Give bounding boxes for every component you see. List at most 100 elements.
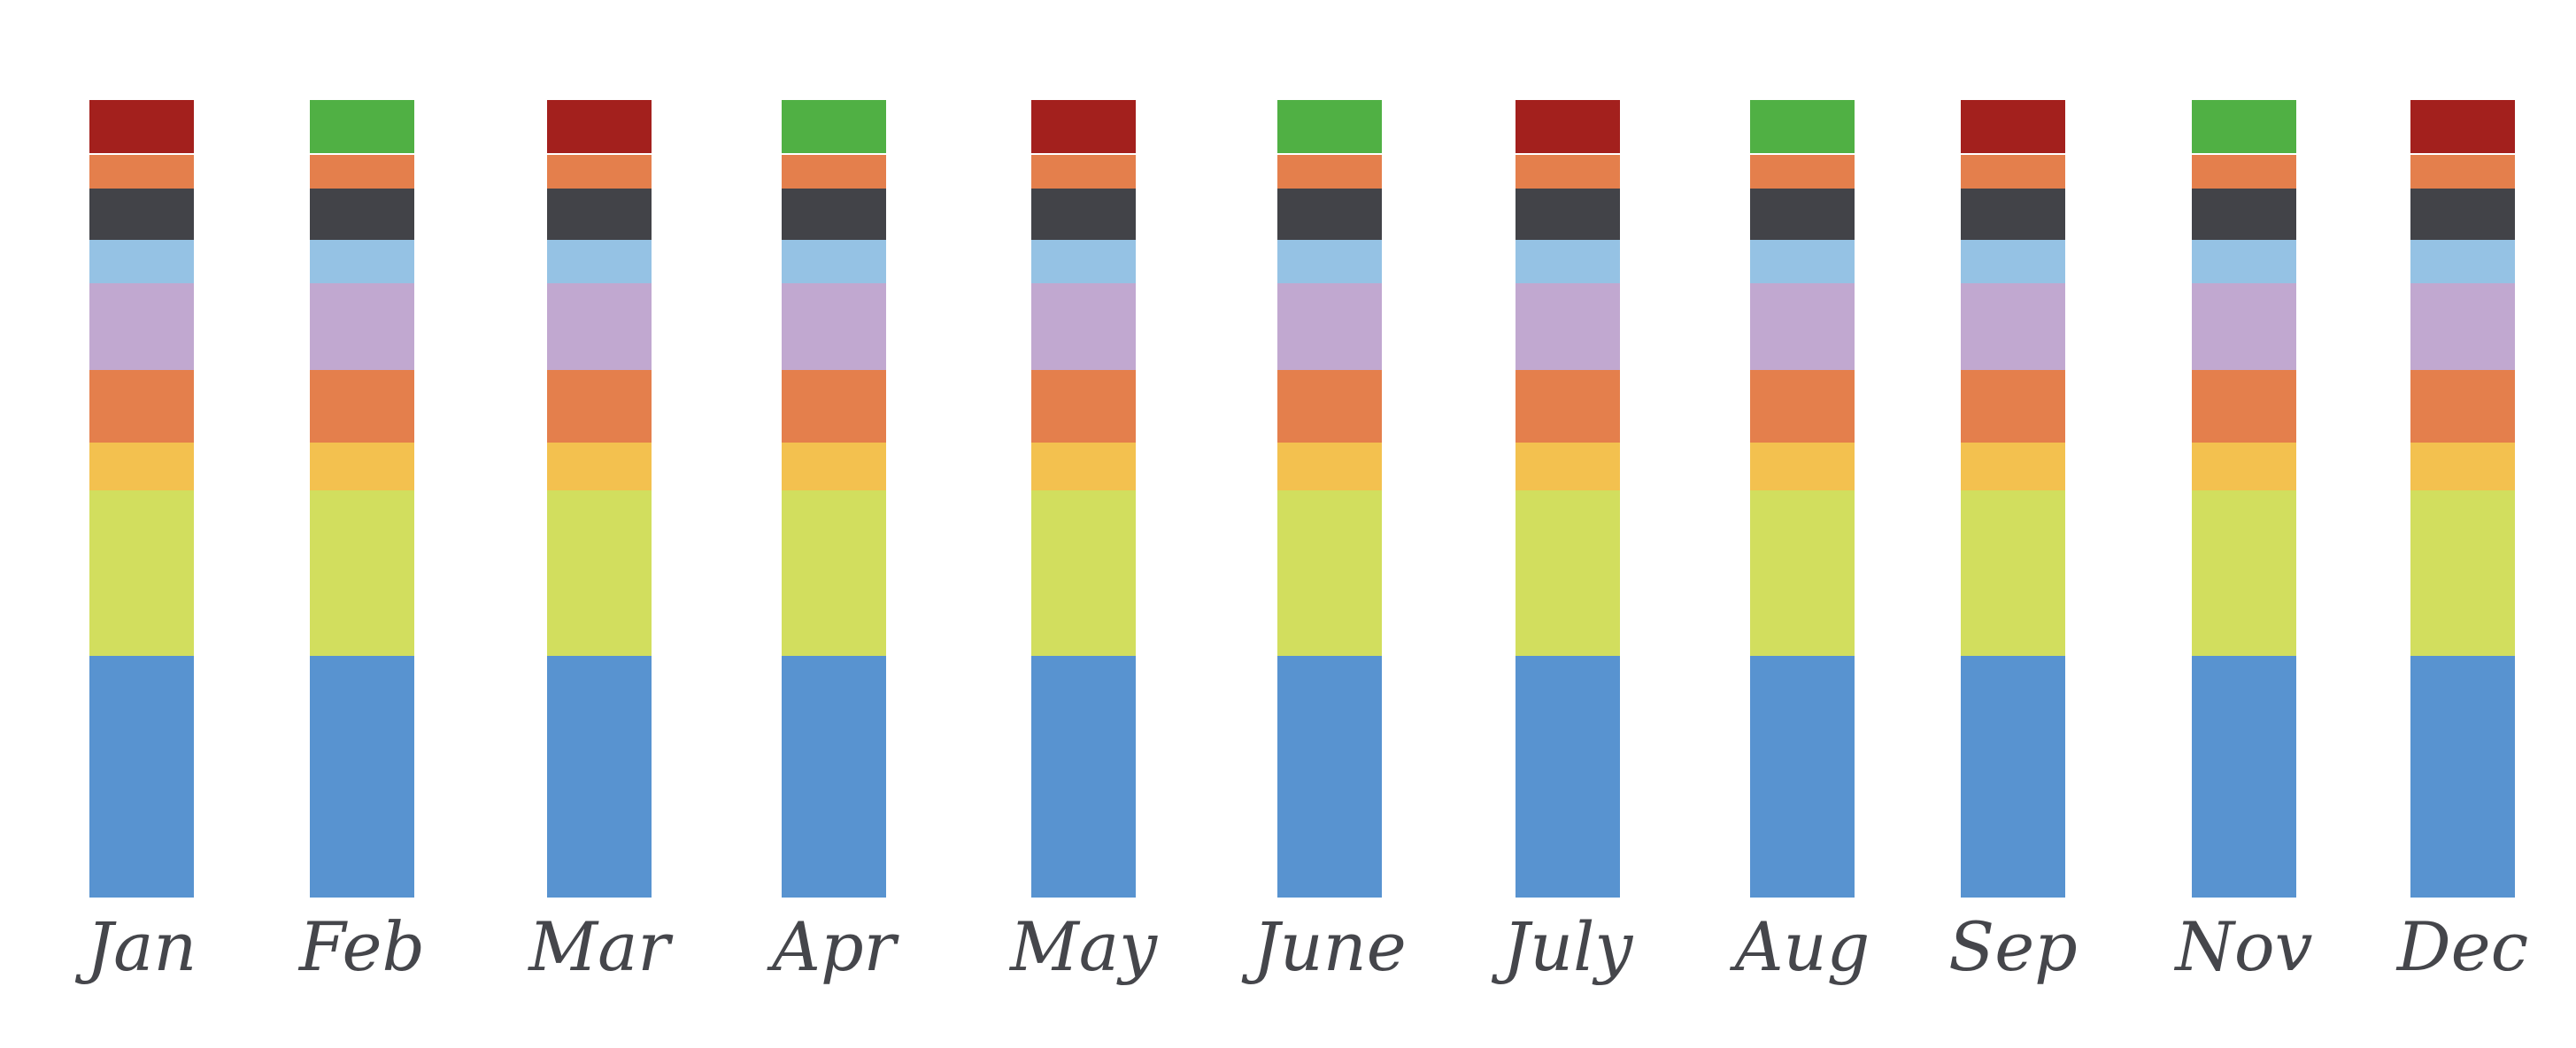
bar-segment-segment-6-light-blue bbox=[547, 239, 652, 284]
bar-dec bbox=[2410, 100, 2515, 898]
bar-segment-segment-4-orange bbox=[547, 370, 652, 443]
bar-segment-segment-8-orange-small bbox=[1750, 155, 1855, 189]
bar-segment-segment-8-orange-small bbox=[1516, 155, 1620, 189]
bar-segment-segment-1-blue bbox=[310, 655, 414, 898]
bar-segment-segment-5-purple bbox=[782, 283, 886, 371]
bar-segment-segment-2-yellow-green bbox=[310, 489, 414, 656]
bar-segment-segment-5-purple bbox=[1750, 283, 1855, 371]
bar-segment-segment-5-purple bbox=[310, 283, 414, 371]
bar-segment-segment-6-light-blue bbox=[1031, 239, 1136, 284]
bar-segment-segment-6-light-blue bbox=[2192, 239, 2296, 284]
bar-segment-segment-2-yellow-green bbox=[2192, 489, 2296, 656]
x-axis-label-jan: Jan bbox=[86, 907, 197, 986]
bar-segment-segment-6-light-blue bbox=[1277, 239, 1382, 284]
bar-segment-segment-9-top bbox=[782, 100, 886, 156]
bar-segment-segment-6-light-blue bbox=[1750, 239, 1855, 284]
bar-segment-segment-4-orange bbox=[1961, 370, 2065, 443]
bar-segment-segment-4-orange bbox=[310, 370, 414, 443]
bar-segment-segment-2-yellow-green bbox=[1750, 489, 1855, 656]
bar-segment-segment-3-yellow bbox=[782, 443, 886, 490]
bar-segment-segment-4-orange bbox=[1277, 370, 1382, 443]
bar-segment-segment-4-orange bbox=[2410, 370, 2515, 443]
bar-segment-segment-8-orange-small bbox=[310, 155, 414, 189]
bar-segment-segment-9-top bbox=[310, 100, 414, 156]
bar-segment-segment-9-top bbox=[1750, 100, 1855, 156]
bar-segment-segment-5-purple bbox=[1031, 283, 1136, 371]
bar-segment-segment-9-top bbox=[1031, 100, 1136, 156]
x-axis-label-june: June bbox=[1253, 907, 1407, 986]
bar-june bbox=[1277, 100, 1382, 898]
bar-segment-segment-7-dark-gray bbox=[2410, 188, 2515, 240]
bar-segment-segment-1-blue bbox=[782, 655, 886, 898]
bar-segment-segment-5-purple bbox=[1961, 283, 2065, 371]
bar-segment-segment-3-yellow bbox=[89, 443, 194, 490]
bar-segment-segment-6-light-blue bbox=[1961, 239, 2065, 284]
bar-segment-segment-1-blue bbox=[2192, 655, 2296, 898]
bar-segment-segment-5-purple bbox=[89, 283, 194, 371]
bar-segment-segment-9-top bbox=[1516, 100, 1620, 156]
bar-segment-segment-2-yellow-green bbox=[1961, 489, 2065, 656]
bar-segment-segment-8-orange-small bbox=[1277, 155, 1382, 189]
bar-segment-segment-8-orange-small bbox=[89, 155, 194, 189]
bar-segment-segment-8-orange-small bbox=[782, 155, 886, 189]
bar-aug bbox=[1750, 100, 1855, 898]
bar-segment-segment-8-orange-small bbox=[1961, 155, 2065, 189]
bar-segment-segment-3-yellow bbox=[1277, 443, 1382, 490]
bar-july bbox=[1516, 100, 1620, 898]
bar-segment-segment-3-yellow bbox=[2192, 443, 2296, 490]
bar-segment-segment-4-orange bbox=[782, 370, 886, 443]
bar-segment-segment-6-light-blue bbox=[310, 239, 414, 284]
bar-segment-segment-4-orange bbox=[2192, 370, 2296, 443]
bar-segment-segment-7-dark-gray bbox=[1277, 188, 1382, 240]
bar-segment-segment-2-yellow-green bbox=[1277, 489, 1382, 656]
bar-may bbox=[1031, 100, 1136, 898]
bar-segment-segment-7-dark-gray bbox=[1516, 188, 1620, 240]
bar-segment-segment-6-light-blue bbox=[1516, 239, 1620, 284]
bar-segment-segment-3-yellow bbox=[1516, 443, 1620, 490]
x-axis-label-sep: Sep bbox=[1948, 907, 2078, 986]
bar-nov bbox=[2192, 100, 2296, 898]
bar-segment-segment-1-blue bbox=[1750, 655, 1855, 898]
bar-segment-segment-2-yellow-green bbox=[2410, 489, 2515, 656]
bar-segment-segment-9-top bbox=[2192, 100, 2296, 156]
x-axis-label-apr: Apr bbox=[772, 907, 896, 986]
bar-segment-segment-4-orange bbox=[89, 370, 194, 443]
bar-segment-segment-3-yellow bbox=[1961, 443, 2065, 490]
bar-segment-segment-9-top bbox=[1277, 100, 1382, 156]
bar-segment-segment-8-orange-small bbox=[1031, 155, 1136, 189]
bar-segment-segment-6-light-blue bbox=[89, 239, 194, 284]
x-axis-label-dec: Dec bbox=[2396, 907, 2529, 986]
bar-segment-segment-2-yellow-green bbox=[547, 489, 652, 656]
bar-segment-segment-4-orange bbox=[1750, 370, 1855, 443]
bar-segment-segment-6-light-blue bbox=[2410, 239, 2515, 284]
bar-segment-segment-7-dark-gray bbox=[310, 188, 414, 240]
bar-segment-segment-7-dark-gray bbox=[1031, 188, 1136, 240]
bar-segment-segment-5-purple bbox=[547, 283, 652, 371]
bar-segment-segment-1-blue bbox=[1277, 655, 1382, 898]
bar-segment-segment-8-orange-small bbox=[547, 155, 652, 189]
bar-segment-segment-3-yellow bbox=[547, 443, 652, 490]
bar-apr bbox=[782, 100, 886, 898]
bar-segment-segment-3-yellow bbox=[2410, 443, 2515, 490]
bar-segment-segment-7-dark-gray bbox=[782, 188, 886, 240]
x-axis-label-nov: Nov bbox=[2175, 907, 2313, 986]
bar-segment-segment-7-dark-gray bbox=[547, 188, 652, 240]
bar-segment-segment-2-yellow-green bbox=[782, 489, 886, 656]
bar-segment-segment-5-purple bbox=[2192, 283, 2296, 371]
bar-segment-segment-3-yellow bbox=[1031, 443, 1136, 490]
bar-segment-segment-2-yellow-green bbox=[1031, 489, 1136, 656]
bar-segment-segment-9-top bbox=[89, 100, 194, 156]
bar-segment-segment-1-blue bbox=[89, 655, 194, 898]
x-axis-label-may: May bbox=[1009, 907, 1158, 986]
bar-segment-segment-7-dark-gray bbox=[1961, 188, 2065, 240]
bar-segment-segment-5-purple bbox=[1277, 283, 1382, 371]
x-axis-label-july: July bbox=[1502, 907, 1633, 986]
bar-segment-segment-1-blue bbox=[1516, 655, 1620, 898]
bar-segment-segment-5-purple bbox=[2410, 283, 2515, 371]
x-axis-label-feb: Feb bbox=[298, 907, 426, 986]
bar-segment-segment-7-dark-gray bbox=[89, 188, 194, 240]
bar-segment-segment-7-dark-gray bbox=[1750, 188, 1855, 240]
bar-segment-segment-4-orange bbox=[1031, 370, 1136, 443]
bar-segment-segment-9-top bbox=[2410, 100, 2515, 156]
